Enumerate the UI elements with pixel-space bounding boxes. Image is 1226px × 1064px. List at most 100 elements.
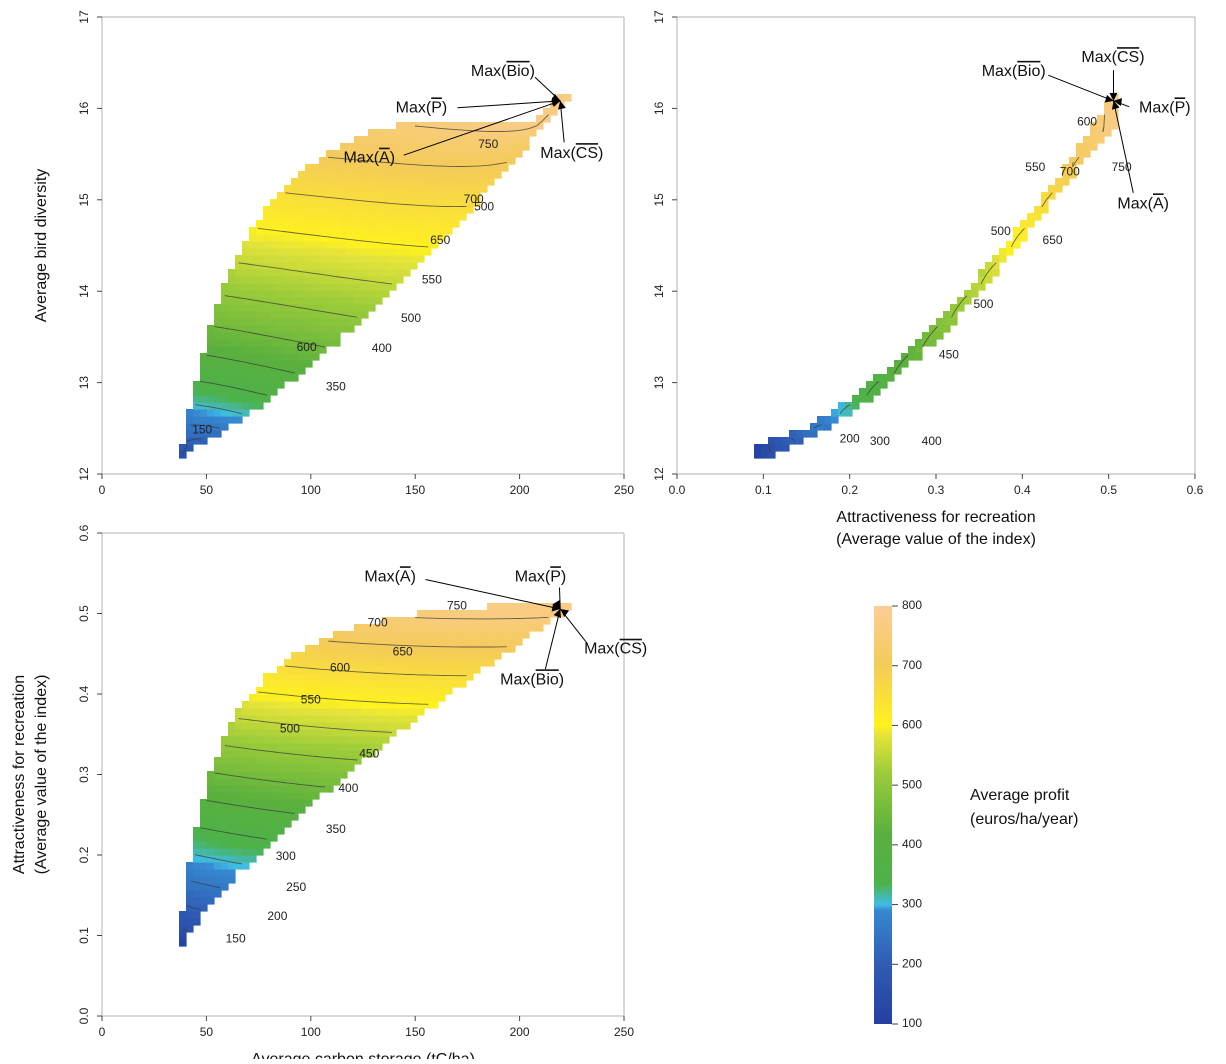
heatmap-cell <box>228 778 236 786</box>
heatmap-cell <box>908 353 916 361</box>
heatmap-cell <box>326 687 334 695</box>
heatmap-cell <box>354 262 362 270</box>
heatmap-cell <box>312 708 320 716</box>
heatmap-cell <box>361 192 369 200</box>
y-tick-label: 0.2 <box>77 846 91 863</box>
heatmap-cell <box>347 171 355 179</box>
heatmap-cell <box>221 778 229 786</box>
contour-label: 500 <box>401 311 421 325</box>
heatmap-cell <box>403 234 411 242</box>
heatmap-cell <box>347 318 355 326</box>
heatmap-cell <box>214 771 222 779</box>
heatmap-cell <box>298 799 306 807</box>
heatmap-cell <box>382 708 390 716</box>
heatmap-cell <box>298 318 306 326</box>
heatmap-cell <box>214 304 222 312</box>
heatmap-cell <box>368 262 376 270</box>
heatmap-cell <box>459 136 467 144</box>
heatmap-cell <box>319 757 327 765</box>
heatmap-cell <box>410 157 418 165</box>
heatmap-cell <box>333 318 341 326</box>
heatmap-cell <box>277 694 285 702</box>
heatmap-cell <box>214 757 222 765</box>
heatmap-cell <box>298 206 306 214</box>
heatmap-cell <box>473 610 481 618</box>
heatmap-cell <box>284 659 292 667</box>
heatmap-cell <box>193 862 201 870</box>
heatmap-cell <box>354 631 362 639</box>
heatmap-cell <box>242 311 250 319</box>
heatmap-cell <box>305 297 313 305</box>
heatmap-cell <box>214 820 222 828</box>
heatmap-cell <box>908 346 916 354</box>
heatmap-cell <box>242 283 250 291</box>
heatmap-cell <box>340 262 348 270</box>
heatmap-cell <box>284 743 292 751</box>
y-tick-label: 15 <box>652 193 666 207</box>
heatmap-cell <box>319 715 327 723</box>
heatmap-cell <box>228 806 236 814</box>
heatmap-cell <box>375 269 383 277</box>
x-axis-title: Average carbon storage (tC/ha) <box>251 1051 475 1059</box>
heatmap-cell <box>221 395 229 403</box>
heatmap-cell <box>382 729 390 737</box>
heatmap-cell <box>214 360 222 368</box>
heatmap-cell <box>249 757 257 765</box>
heatmap-cell <box>873 388 881 396</box>
heatmap-cell <box>312 318 320 326</box>
heatmap-cell <box>333 213 341 221</box>
heatmap-cell <box>291 220 299 228</box>
heatmap-cell <box>396 255 404 263</box>
heatmap-cell <box>312 199 320 207</box>
heatmap-cell <box>284 736 292 744</box>
heatmap-cell <box>431 220 439 228</box>
heatmap-cell <box>389 624 397 632</box>
heatmap-cell <box>424 192 432 200</box>
heatmap-cell <box>368 715 376 723</box>
heatmap-cell <box>333 297 341 305</box>
heatmap-cell <box>382 136 390 144</box>
heatmap-cell <box>298 234 306 242</box>
heatmap-cell <box>480 659 488 667</box>
heatmap-cell <box>459 666 467 674</box>
heatmap-cell <box>242 353 250 361</box>
heatmap-cell <box>333 715 341 723</box>
heatmap-cell <box>319 220 327 228</box>
heatmap-cell <box>242 276 250 284</box>
heatmap-cell <box>354 171 362 179</box>
heatmap-cell <box>305 255 313 263</box>
heatmap-cell <box>417 206 425 214</box>
heatmap-cell <box>543 108 551 116</box>
heatmap-cell <box>263 227 271 235</box>
heatmap-cell <box>221 360 229 368</box>
heatmap-cell <box>368 185 376 193</box>
heatmap-cell <box>298 764 306 772</box>
heatmap-cell <box>501 638 509 646</box>
heatmap-cell <box>375 248 383 256</box>
heatmap-cell <box>256 813 264 821</box>
heatmap-cell <box>1104 108 1112 116</box>
heatmap-cell <box>228 409 236 417</box>
heatmap-cell <box>242 381 250 389</box>
heatmap-cell <box>347 687 355 695</box>
max-annotations: Max(Bio)Max(CS)Max(P)Max(A) <box>982 49 1191 212</box>
heatmap-cell <box>880 374 888 382</box>
heatmap-cell <box>200 841 208 849</box>
heatmap-cell <box>312 248 320 256</box>
heatmap-cell <box>354 283 362 291</box>
heatmap-cell <box>452 680 460 688</box>
heatmap-cell <box>466 659 474 667</box>
heatmap-cell <box>347 764 355 772</box>
heatmap-cell <box>193 827 201 835</box>
heatmap-cell <box>249 827 257 835</box>
heatmap-cell <box>543 610 551 618</box>
heatmap-cell <box>277 192 285 200</box>
heatmap-cell <box>466 150 474 158</box>
heatmap-cell <box>361 694 369 702</box>
heatmap-cell <box>403 164 411 172</box>
heatmap-cell <box>375 283 383 291</box>
heatmap-cell <box>487 178 495 186</box>
heatmap-cell <box>298 708 306 716</box>
